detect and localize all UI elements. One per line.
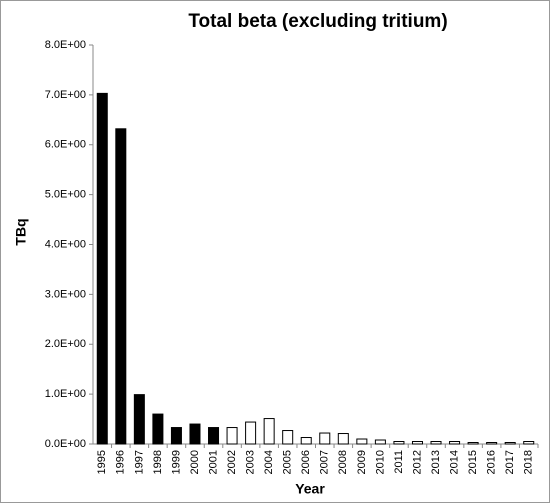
y-tick-label: 3.0E+00 (45, 288, 86, 300)
x-tick-label: 2012 (411, 450, 423, 474)
bar (282, 430, 294, 445)
bar (245, 421, 257, 445)
y-tick-label: 4.0E+00 (45, 238, 86, 250)
x-tick-label: 2011 (393, 450, 405, 474)
x-tick-label: 2002 (226, 450, 238, 474)
x-tick-label: 2003 (245, 450, 257, 474)
y-tick-label: 8.0E+00 (45, 39, 86, 51)
x-tick-label: 2007 (319, 450, 331, 474)
bar (263, 418, 275, 445)
bar (226, 427, 238, 445)
bar (208, 427, 220, 445)
bar (133, 394, 145, 445)
x-tick-label: 2015 (467, 450, 479, 474)
bar (467, 442, 479, 445)
bar (393, 441, 405, 445)
bar (449, 441, 461, 445)
bar (319, 432, 331, 445)
y-tick-label: 7.0E+00 (45, 89, 86, 101)
x-tick-label: 2000 (189, 450, 201, 474)
bar (189, 423, 201, 445)
bar (337, 433, 349, 445)
x-axis-label: Year (295, 481, 325, 497)
bar (523, 441, 535, 445)
x-tick-label: 2013 (430, 450, 442, 474)
bar (115, 128, 127, 445)
y-tick-label: 5.0E+00 (45, 189, 86, 201)
bar (300, 437, 312, 445)
y-axis-label: TBq (13, 218, 29, 245)
x-tick-label: 2004 (263, 450, 275, 474)
bar (374, 439, 386, 445)
y-tick-label: 2.0E+00 (45, 338, 86, 350)
bar (152, 413, 164, 445)
x-tick-label: 1999 (170, 450, 182, 474)
x-tick-label: 2014 (448, 450, 460, 474)
x-tick-label: 2009 (356, 450, 368, 474)
x-tick-label: 2008 (337, 450, 349, 474)
x-tick-label: 2010 (374, 450, 386, 474)
y-tick-label: 1.0E+00 (45, 388, 86, 400)
x-tick-label: 1998 (152, 450, 164, 474)
bar (430, 441, 442, 445)
x-tick-label: 2017 (504, 450, 516, 474)
bar (96, 92, 108, 445)
bar (170, 427, 182, 445)
x-tick-label: 2006 (300, 450, 312, 474)
bar (411, 441, 423, 445)
y-tick-label: 0.0E+00 (45, 438, 86, 450)
x-tick-label: 2016 (486, 450, 498, 474)
x-tick-label: 1995 (96, 450, 108, 474)
y-tick-label: 6.0E+00 (45, 139, 86, 151)
bar (486, 442, 498, 445)
chart-title: Total beta (excluding tritium) (188, 11, 447, 32)
x-tick-label: 1996 (115, 450, 127, 474)
bar (356, 438, 368, 445)
bar (504, 442, 516, 445)
x-tick-label: 2018 (523, 450, 535, 474)
x-tick-label: 1997 (133, 450, 145, 474)
x-tick-label: 2001 (207, 450, 219, 474)
x-tick-label: 2005 (282, 450, 294, 474)
